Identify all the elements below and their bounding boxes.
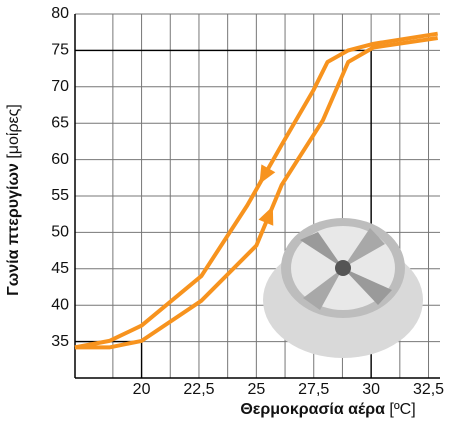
x-tick-label: 25 bbox=[247, 381, 265, 398]
y-tick-label: 80 bbox=[51, 5, 69, 22]
x-axis-label: Θερμοκρασία αέρα [ºC] bbox=[240, 401, 415, 418]
x-label: Θερμοκρασία αέρα bbox=[240, 401, 385, 418]
y-tick-label: 70 bbox=[51, 78, 69, 95]
x-tick-label: 20 bbox=[133, 381, 151, 398]
y-tick-label: 75 bbox=[51, 42, 69, 59]
y-axis-label: Γωνία πτερυγίων [μοίρες] bbox=[5, 104, 22, 296]
arrow-head bbox=[258, 206, 274, 226]
y-tick-label: 60 bbox=[51, 151, 69, 168]
y-tick-label: 55 bbox=[51, 187, 69, 204]
y-unit: [μοίρες] bbox=[5, 104, 22, 159]
x-tick-label: 22,5 bbox=[183, 381, 214, 398]
x-unit: [ºC] bbox=[389, 401, 415, 418]
y-tick-label: 45 bbox=[51, 260, 69, 277]
y-tick-label: 35 bbox=[51, 333, 69, 350]
y-tick-label: 50 bbox=[51, 224, 69, 241]
x-tick-label: 27,5 bbox=[298, 381, 329, 398]
y-label: Γωνία πτερυγίων bbox=[5, 163, 22, 296]
y-tick-label: 40 bbox=[51, 296, 69, 313]
y-tick-label: 65 bbox=[51, 114, 69, 131]
x-tick-label: 32,5 bbox=[413, 381, 444, 398]
x-tick-label: 30 bbox=[362, 381, 380, 398]
fan-photo bbox=[263, 218, 423, 358]
line bbox=[74, 31, 439, 350]
arrow-head bbox=[259, 164, 276, 184]
